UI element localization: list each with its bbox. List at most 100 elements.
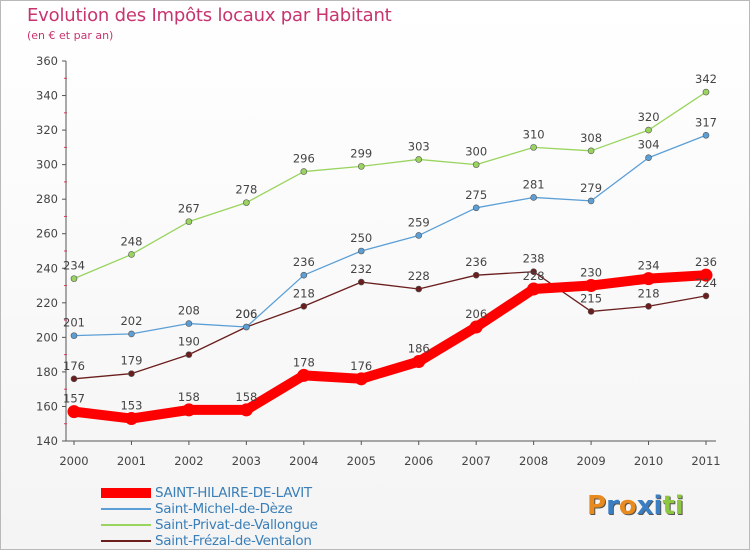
data-point: [297, 368, 311, 382]
legend-swatch: [101, 524, 151, 526]
data-label: 281: [523, 177, 545, 191]
data-point: [239, 403, 253, 417]
data-label: 206: [235, 307, 257, 321]
data-point: [584, 279, 598, 293]
legend-label: Saint-Frézal-de-Ventalon: [155, 533, 312, 549]
data-label: 278: [235, 183, 257, 197]
data-point: [645, 302, 652, 310]
y-tick-label: 300: [36, 158, 58, 172]
x-tick-label: 2007: [462, 454, 491, 468]
data-label: 300: [465, 145, 487, 159]
data-point: [182, 403, 196, 417]
data-point: [300, 302, 308, 310]
legend-swatch: [101, 488, 151, 498]
data-point: [70, 332, 78, 339]
y-tick-label: 200: [36, 330, 58, 344]
data-label: 178: [293, 355, 315, 369]
series-2: [70, 88, 710, 282]
data-point: [587, 308, 595, 315]
y-tick-label: 160: [36, 399, 58, 413]
data-point: [243, 199, 250, 206]
data-label: 190: [178, 335, 200, 349]
logo-letter: i: [653, 491, 663, 521]
legend-label: SAINT-HILAIRE-DE-LAVIT: [155, 485, 312, 501]
logo-letter: x: [636, 491, 654, 521]
logo-letter: t: [662, 491, 675, 521]
data-point: [702, 292, 710, 300]
series-line: [73, 134, 707, 337]
x-tick-label: 2011: [691, 454, 720, 468]
data-label: 158: [178, 390, 200, 404]
data-label: 176: [350, 359, 372, 373]
data-point: [472, 271, 480, 279]
data-label: 153: [120, 399, 142, 413]
y-tick-label: 140: [36, 434, 58, 448]
data-label: 248: [120, 234, 142, 248]
data-point: [702, 131, 710, 139]
data-label: 299: [350, 146, 372, 160]
data-point: [530, 268, 537, 276]
data-point: [469, 320, 483, 334]
data-label: 303: [408, 139, 430, 153]
data-point: [128, 251, 135, 258]
logo-letter: r: [606, 491, 619, 521]
x-tick-label: 2005: [347, 454, 376, 468]
data-point: [702, 88, 710, 96]
series-line: [69, 270, 711, 424]
data-label: 218: [638, 286, 660, 300]
data-point: [699, 268, 713, 282]
x-tick-label: 2008: [519, 454, 548, 468]
series-1: [70, 131, 710, 339]
data-point: [530, 194, 537, 201]
chart-title: Evolution des Impôts locaux par Habitant: [27, 5, 392, 26]
data-label: 202: [120, 314, 142, 328]
y-tick-label: 340: [36, 89, 58, 103]
data-label: 179: [120, 354, 142, 368]
x-tick-label: 2009: [576, 454, 605, 468]
data-point: [124, 412, 138, 426]
data-label: 176: [63, 359, 85, 373]
data-point: [128, 370, 135, 377]
data-label: 186: [408, 342, 430, 356]
data-label: 304: [638, 138, 660, 152]
data-label: 275: [465, 188, 487, 202]
data-point: [587, 197, 595, 205]
data-point: [243, 323, 250, 331]
data-point: [645, 154, 652, 162]
data-label: 310: [523, 127, 545, 141]
data-point: [185, 218, 193, 225]
data-label: 236: [465, 255, 487, 269]
y-tick-label: 260: [36, 227, 58, 241]
data-label: 317: [695, 115, 717, 129]
y-tick-label: 220: [36, 296, 58, 310]
data-label: 206: [465, 307, 487, 321]
data-label: 158: [235, 390, 257, 404]
logo-letter: i: [674, 491, 684, 521]
data-point: [67, 405, 81, 419]
data-label: 234: [63, 259, 85, 273]
series-0: [67, 268, 713, 426]
data-point: [185, 320, 193, 327]
x-tick-label: 2000: [59, 454, 88, 468]
data-label: 308: [580, 131, 602, 145]
x-tick-label: 2003: [232, 454, 261, 468]
data-label: 320: [638, 110, 660, 124]
data-point: [415, 156, 423, 163]
data-label: 236: [695, 255, 717, 269]
data-point: [357, 247, 365, 255]
y-tick-label: 280: [36, 192, 58, 206]
legend-swatch: [101, 540, 151, 542]
logo-letter: o: [618, 491, 637, 521]
data-label: 279: [580, 181, 602, 195]
data-label: 215: [580, 291, 602, 305]
data-label: 206: [235, 307, 257, 321]
data-point: [415, 232, 423, 239]
data-label: 267: [178, 202, 200, 216]
y-tick-label: 320: [36, 123, 58, 137]
data-point: [357, 163, 365, 170]
data-label: 250: [350, 231, 372, 245]
data-point: [354, 372, 368, 386]
x-tick-label: 2004: [289, 454, 318, 468]
data-point: [642, 272, 656, 286]
x-tick-label: 2006: [404, 454, 433, 468]
